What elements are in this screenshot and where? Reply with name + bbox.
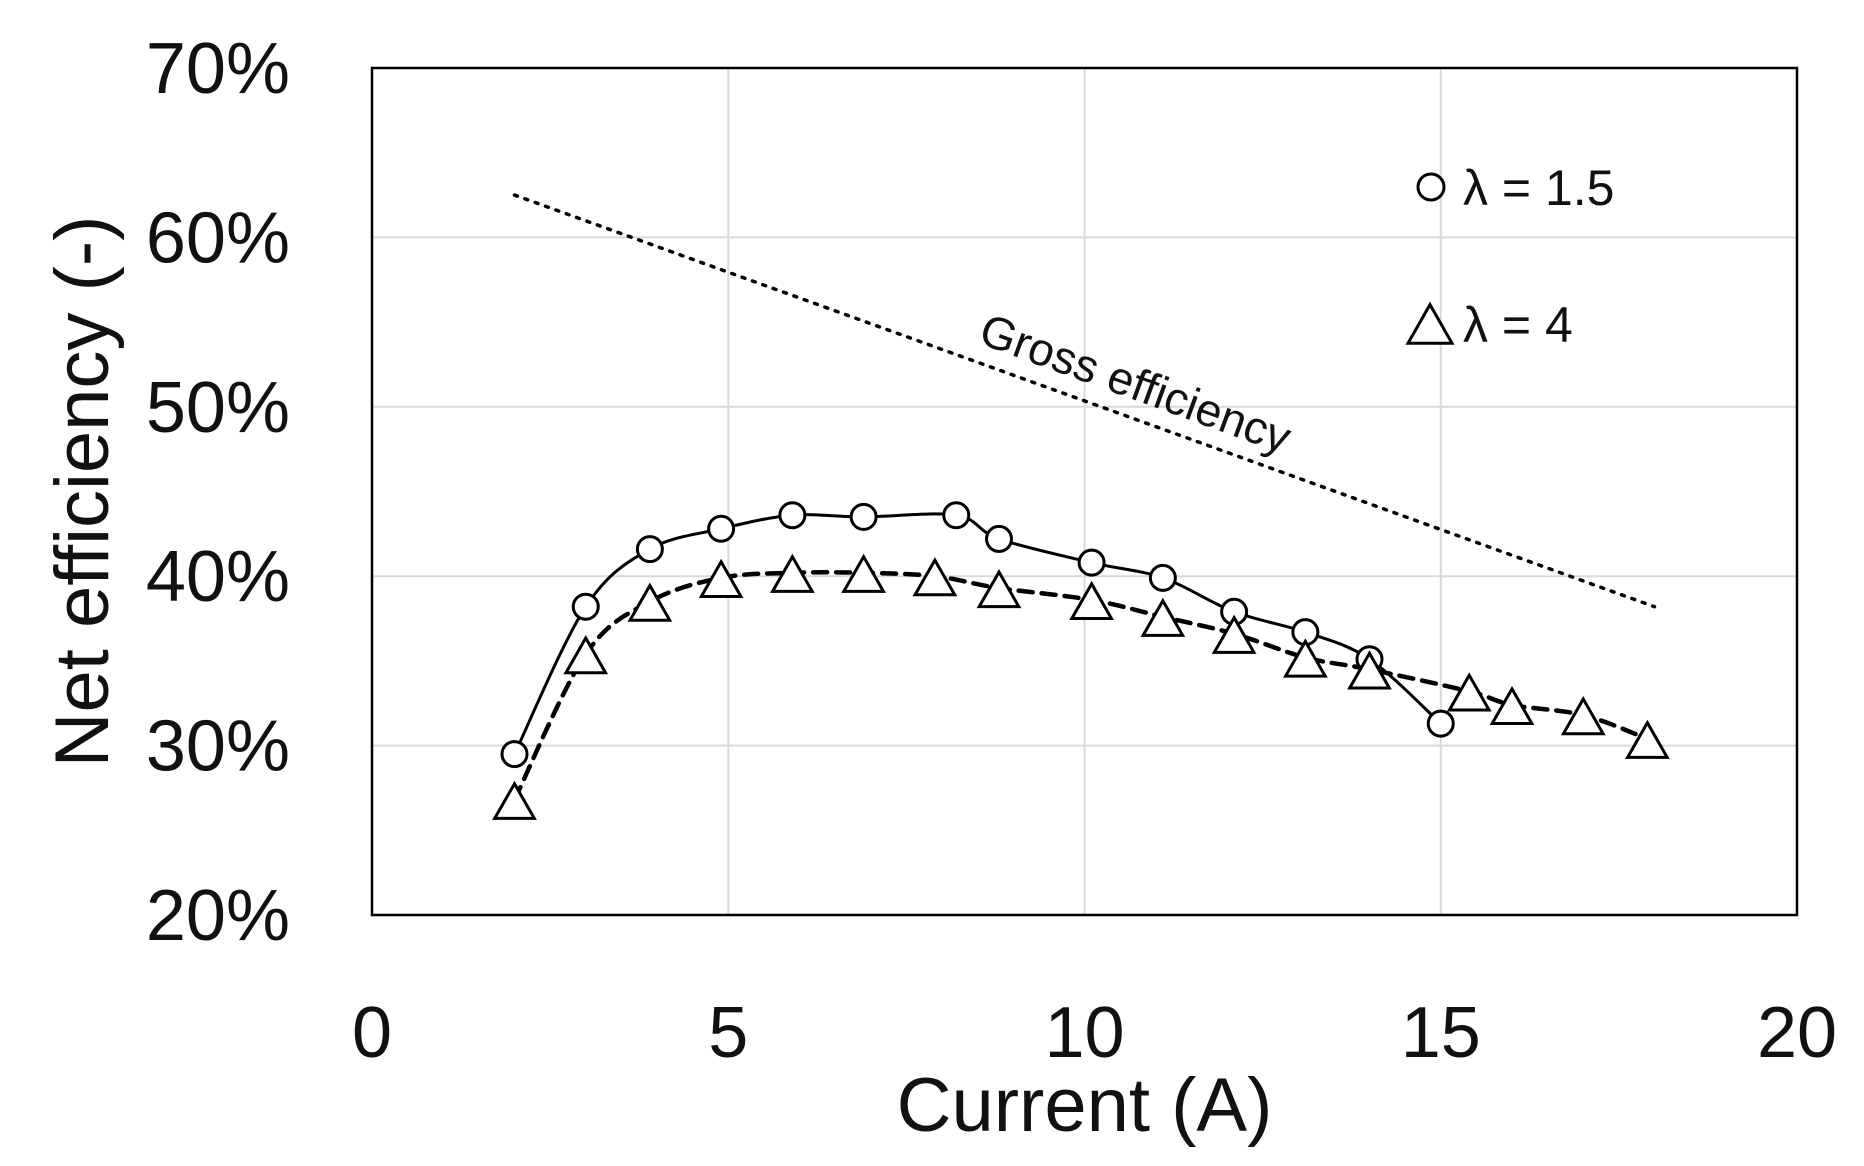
- x-axis-title: Current (A): [897, 1063, 1273, 1148]
- data-point-lambda-4: [698, 558, 744, 598]
- data-point-lambda-4: [976, 568, 1022, 609]
- data-point-lambda-4: [912, 557, 958, 597]
- data-point-lambda-1-5: [1077, 548, 1106, 577]
- y-tick-label: 70%: [146, 29, 290, 109]
- y-tick-label: 60%: [146, 198, 290, 278]
- x-tick-label: 10: [1044, 993, 1124, 1073]
- data-point-lambda-4: [1069, 580, 1115, 620]
- legend-label-lambda-1-5: λ = 1.5: [1463, 160, 1615, 216]
- y-tick-label: 30%: [146, 707, 290, 787]
- data-point-lambda-4: [1211, 614, 1257, 654]
- data-point-lambda-4: [563, 635, 609, 675]
- data-point-lambda-4: [1446, 672, 1492, 712]
- data-point-lambda-4: [1282, 638, 1328, 678]
- data-point-lambda-1-5: [707, 514, 736, 543]
- x-tick-label: 15: [1401, 993, 1481, 1073]
- series-line-gross-efficiency: [512, 193, 1657, 609]
- data-point-lambda-4: [1140, 597, 1186, 637]
- data-point-lambda-4: [1489, 685, 1535, 726]
- data-point-lambda-4: [1347, 650, 1392, 690]
- data-point-lambda-1-5: [500, 740, 529, 769]
- series-gross-efficiency: [512, 193, 1657, 609]
- data-point-lambda-4: [1560, 695, 1606, 736]
- legend: λ = 1.5 λ = 4: [1405, 160, 1615, 353]
- data-point-lambda-1-5: [1426, 709, 1455, 738]
- legend-circle-marker: [1416, 172, 1446, 202]
- y-tick-label: 40%: [146, 537, 290, 617]
- data-point-lambda-1-5: [571, 592, 600, 621]
- data-point-lambda-1-5: [635, 535, 664, 564]
- y-tick-label: 50%: [146, 368, 290, 448]
- x-tick-label: 5: [708, 993, 748, 1073]
- data-point-lambda-4: [492, 780, 537, 820]
- data-point-lambda-1-5: [985, 524, 1013, 553]
- legend-triangle-marker: [1405, 301, 1455, 345]
- series-lambda-1-5: [500, 501, 1455, 769]
- data-point-lambda-4: [841, 553, 887, 593]
- data-point-lambda-1-5: [778, 501, 807, 530]
- data-point-lambda-1-5: [942, 501, 971, 530]
- gridlines: [372, 68, 1797, 915]
- y-axis-title: Net efficiency (-): [40, 216, 125, 768]
- series-lambda-4: [492, 553, 1670, 820]
- data-point-lambda-1-5: [849, 502, 878, 531]
- data-point-lambda-1-5: [1148, 563, 1177, 592]
- x-tick-label: 20: [1757, 993, 1837, 1073]
- legend-label-lambda-4: λ = 4: [1463, 297, 1573, 353]
- plot-frame: [370, 66, 1799, 917]
- data-point-lambda-4: [1624, 719, 1670, 759]
- data-point-lambda-4: [769, 553, 815, 593]
- data-point-lambda-4: [627, 582, 673, 622]
- y-tick-label: 20%: [146, 876, 290, 956]
- x-tick-label: 0: [352, 993, 392, 1073]
